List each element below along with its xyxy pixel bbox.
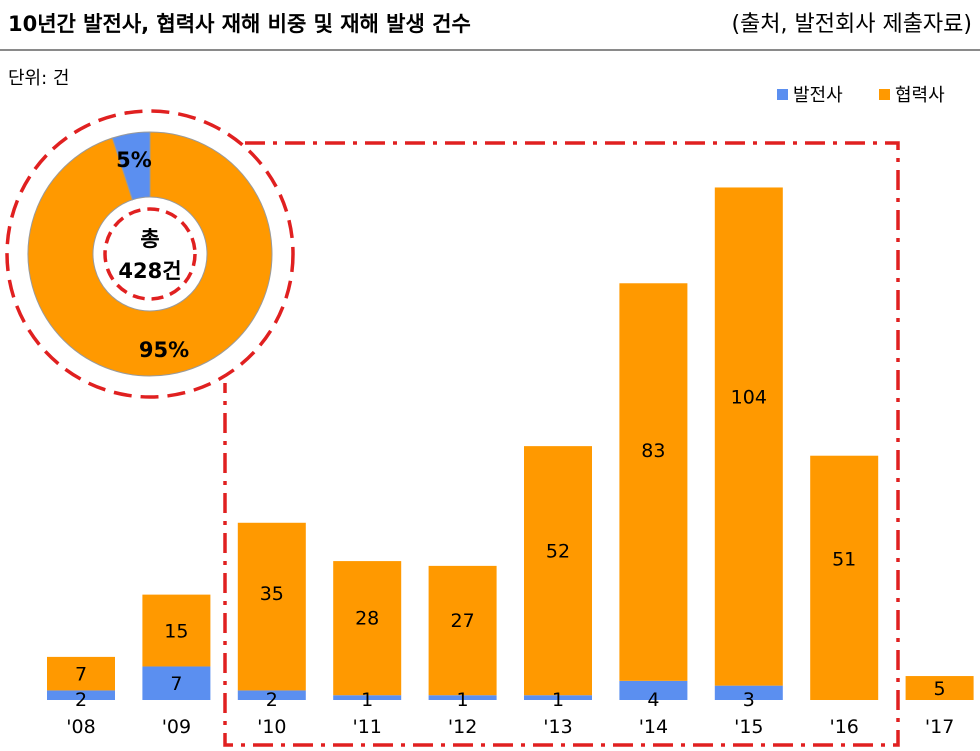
donut-share-label-partner: 95%	[139, 338, 189, 362]
bar-partner-9	[905, 676, 974, 700]
bar-power-7	[714, 685, 783, 700]
bar-partner-0	[47, 656, 115, 691]
bar-partner-5	[524, 446, 592, 696]
donut-outer-highlight	[5, 109, 295, 399]
label-partner-2: 35	[260, 583, 284, 605]
tick-6: '14	[639, 716, 668, 738]
x-axis-ticks: '08 '09 '10 '11 '12 '13 '14 '15 '16 '17	[66, 716, 954, 738]
label-partner-9: 5	[934, 678, 946, 700]
bar-power-6	[619, 680, 688, 700]
legend-swatch-partner	[879, 89, 890, 100]
highlight-outlines	[5, 109, 900, 747]
bar-partner-8	[810, 455, 879, 700]
bar-power-1	[142, 666, 211, 700]
legend: 발전사 협력사	[777, 85, 945, 106]
label-power-5: 1	[552, 689, 564, 711]
legend-swatch-power	[777, 89, 788, 100]
bar-partner-6	[619, 283, 688, 681]
label-partner-8: 51	[832, 548, 856, 570]
tick-5: '13	[543, 716, 572, 738]
value-labels-layer: 7 2 15 7 35 2 28 1 27 1 52 1 83 4 104 3 51 5	[75, 387, 946, 711]
bar-power-2	[237, 690, 306, 700]
donut-segment-1	[27, 131, 273, 377]
label-partner-0: 7	[75, 664, 87, 686]
bar-partner-1	[142, 594, 211, 667]
tick-8: '16	[829, 716, 858, 738]
label-power-4: 1	[457, 689, 469, 711]
share-donut	[27, 131, 273, 377]
label-partner-3: 28	[355, 607, 379, 629]
tick-9: '17	[925, 716, 954, 738]
label-power-7: 3	[743, 689, 755, 711]
donut-center-line1: 총	[140, 227, 159, 251]
bars-layer	[47, 187, 974, 700]
donut-center-highlight	[103, 207, 197, 301]
chart-title: 10년간 발전사, 협력사 재해 비중 및 재해 발생 건수	[8, 12, 471, 36]
bar-partner-3	[333, 561, 402, 696]
period-highlight-box	[223, 141, 900, 747]
label-power-0: 2	[75, 689, 87, 711]
tick-0: '08	[66, 716, 95, 738]
tick-3: '11	[352, 716, 381, 738]
label-partner-4: 27	[451, 610, 475, 632]
label-partner-5: 52	[546, 541, 570, 563]
tick-1: '09	[162, 716, 191, 738]
donut-share-label-power: 5%	[116, 148, 152, 172]
donut-labels: 5% 95% 총 428건	[116, 148, 189, 362]
label-power-1: 7	[170, 673, 182, 695]
unit-label: 단위: 건	[8, 68, 69, 89]
label-power-2: 2	[266, 689, 278, 711]
label-power-6: 4	[647, 689, 659, 711]
tick-4: '12	[448, 716, 477, 738]
bar-partner-4	[428, 565, 497, 696]
bar-power-3	[333, 695, 402, 700]
label-partner-6: 83	[641, 440, 665, 462]
label-partner-7: 104	[731, 387, 767, 409]
legend-label-power: 발전사	[793, 85, 843, 106]
label-power-3: 1	[361, 689, 373, 711]
donut-center-total: 428건	[118, 259, 181, 283]
bar-power-5	[524, 695, 592, 700]
bar-partner-2	[237, 522, 306, 691]
source-note: (출처, 발전회사 제출자료)	[731, 12, 972, 37]
tick-2: '10	[257, 716, 286, 738]
label-partner-1: 15	[164, 621, 188, 643]
legend-label-partner: 협력사	[895, 85, 945, 106]
tick-7: '15	[734, 716, 763, 738]
bar-partner-7	[714, 187, 783, 686]
bar-power-4	[428, 695, 497, 700]
bar-power-0	[47, 690, 115, 700]
